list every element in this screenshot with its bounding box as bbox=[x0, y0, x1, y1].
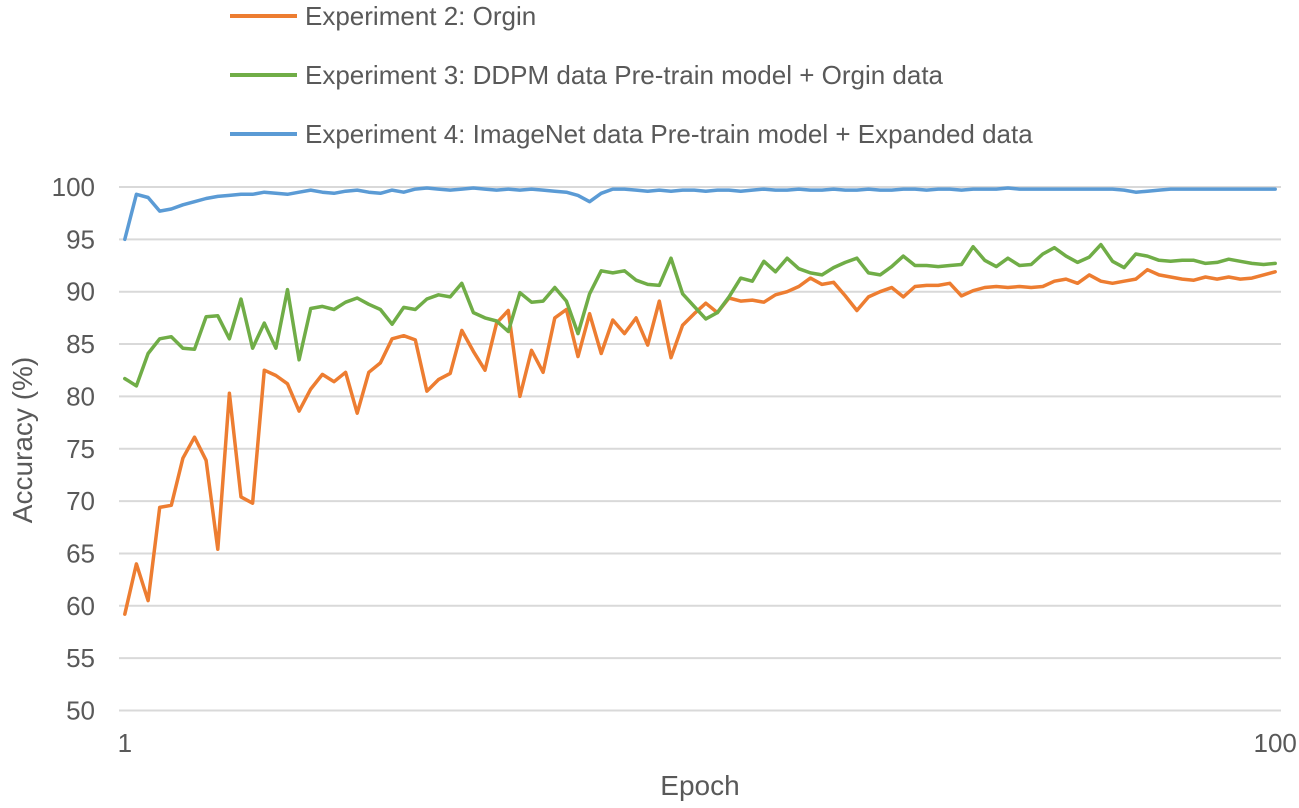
y-tick-label: 95 bbox=[66, 224, 95, 254]
y-axis-title: Accuracy (%) bbox=[7, 357, 38, 523]
legend-label-3: Experiment 3: DDPM data Pre-train model … bbox=[305, 60, 944, 90]
y-tick-label: 80 bbox=[66, 381, 95, 411]
legend-label-4: Experiment 4: ImageNet data Pre-train mo… bbox=[305, 119, 1033, 149]
y-tick-label: 65 bbox=[66, 538, 95, 568]
x-axis-tick-labels: 1 100 bbox=[118, 728, 1297, 758]
legend-item-2: Experiment 2: Orgin bbox=[230, 1, 536, 31]
y-tick-label: 100 bbox=[52, 172, 95, 202]
gridlines bbox=[119, 186, 1281, 712]
series-line-2 bbox=[123, 267, 1277, 616]
x-tick-label: 100 bbox=[1253, 728, 1296, 758]
y-tick-label: 50 bbox=[66, 696, 95, 726]
series-line-4 bbox=[123, 186, 1277, 242]
y-tick-label: 75 bbox=[66, 434, 95, 464]
series-lines bbox=[123, 186, 1277, 616]
y-tick-label: 55 bbox=[66, 643, 95, 673]
legend-item-3: Experiment 3: DDPM data Pre-train model … bbox=[230, 60, 944, 90]
legend: Experiment 2: Orgin Experiment 3: DDPM da… bbox=[230, 1, 1033, 149]
legend-item-4: Experiment 4: ImageNet data Pre-train mo… bbox=[230, 119, 1033, 149]
series-line-3 bbox=[123, 242, 1277, 388]
x-tick-label: 1 bbox=[118, 728, 132, 758]
y-tick-label: 70 bbox=[66, 486, 95, 516]
y-tick-label: 90 bbox=[66, 277, 95, 307]
x-axis-title: Epoch bbox=[660, 770, 739, 801]
legend-label-2: Experiment 2: Orgin bbox=[305, 1, 536, 31]
y-tick-label: 60 bbox=[66, 591, 95, 621]
y-axis-tick-labels: 50 55 60 65 70 75 80 85 90 95 100 bbox=[52, 172, 95, 726]
y-tick-label: 85 bbox=[66, 329, 95, 359]
